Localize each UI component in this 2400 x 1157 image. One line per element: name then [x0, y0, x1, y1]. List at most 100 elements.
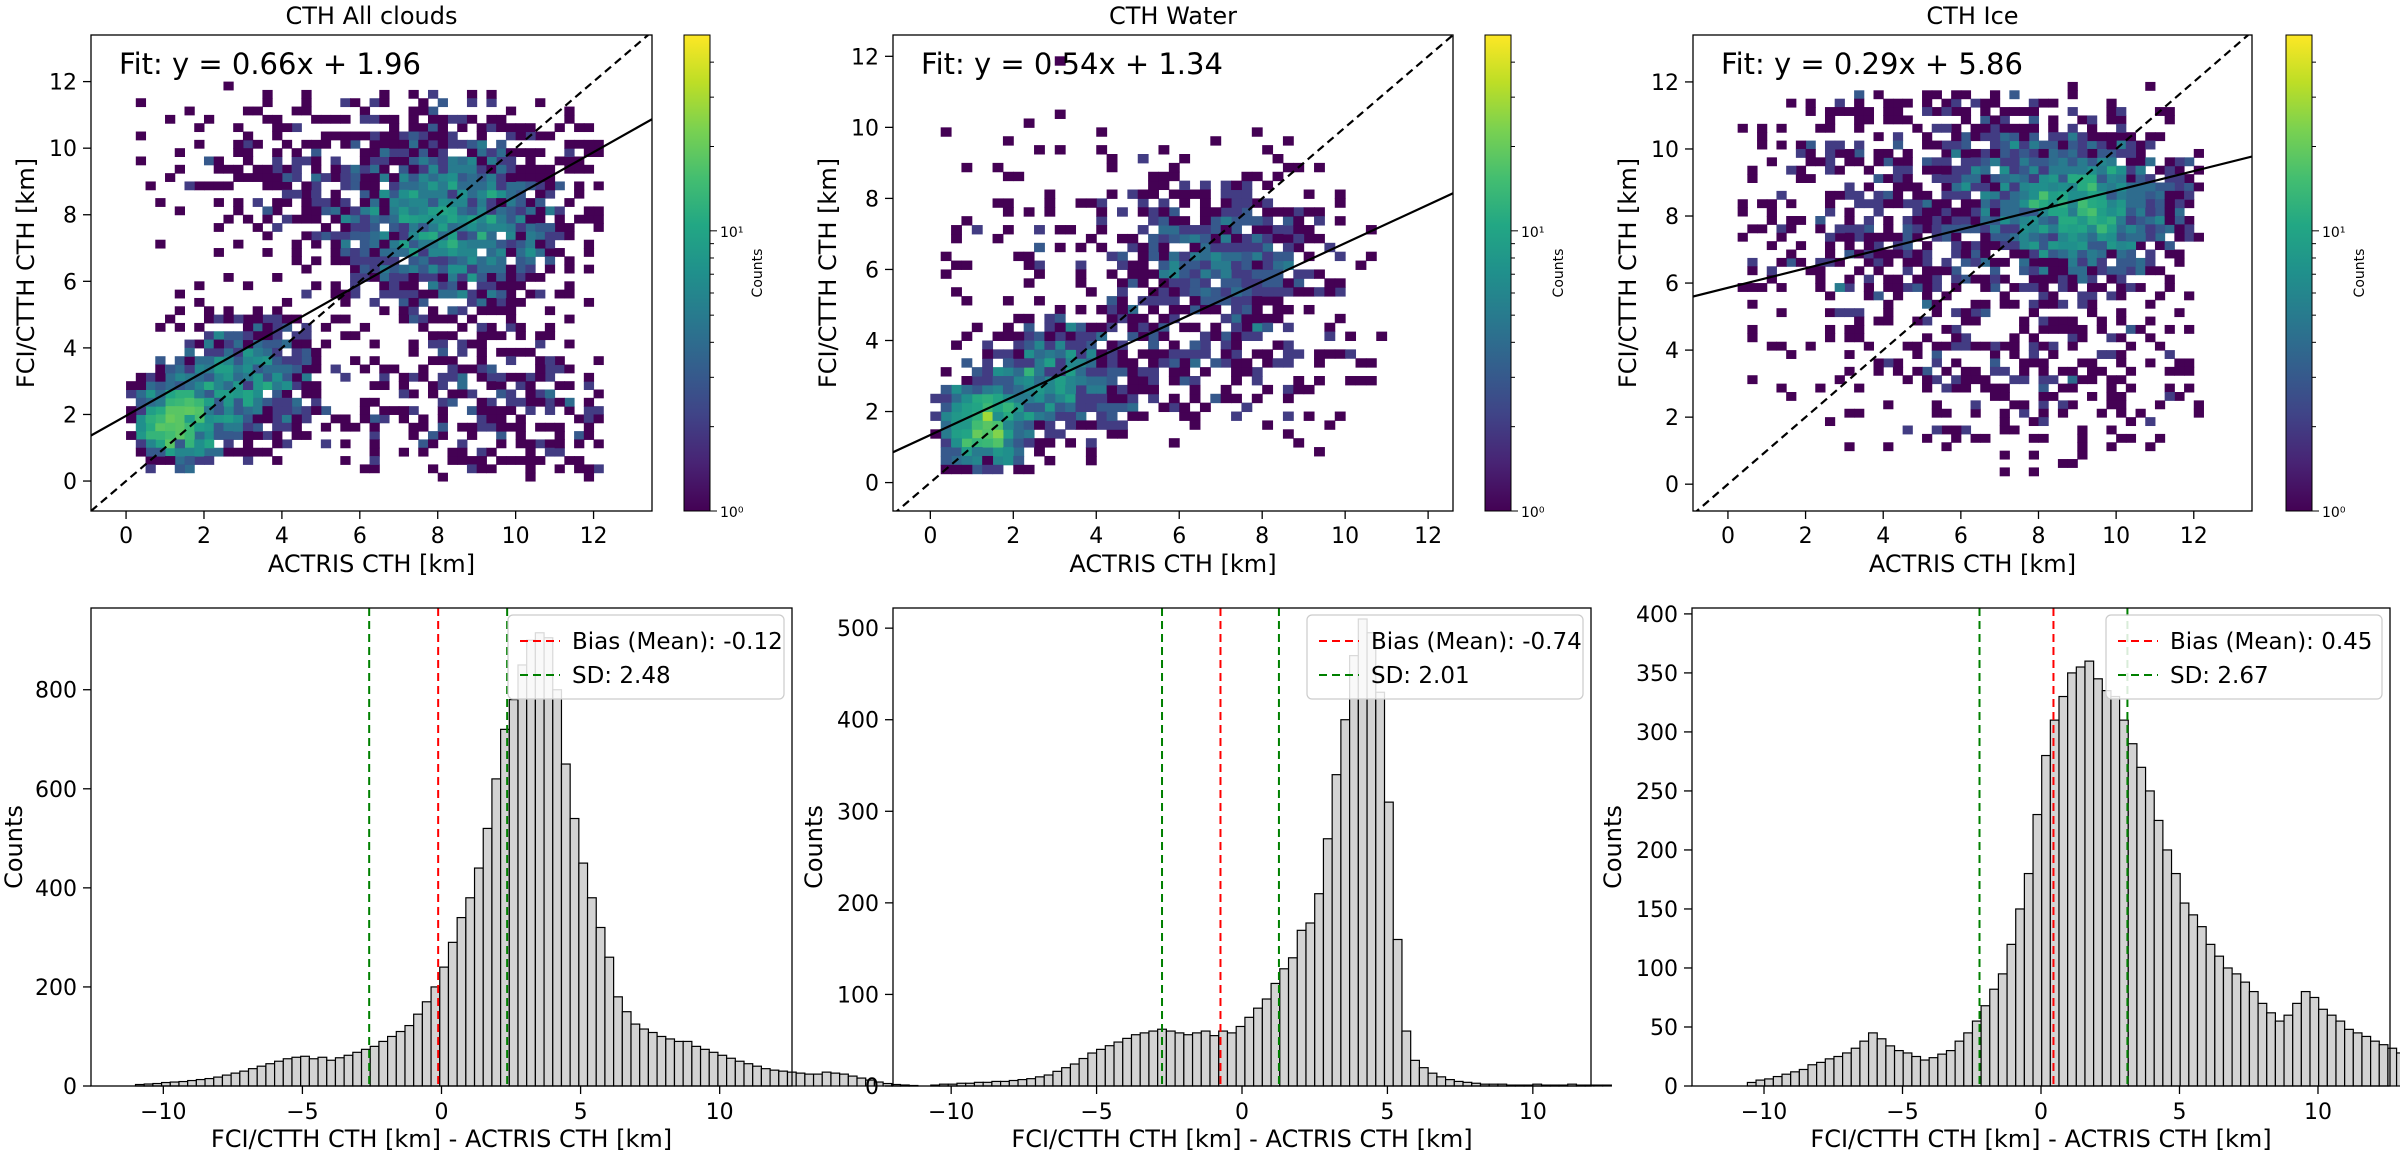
- heatmap-cell: [1148, 367, 1159, 377]
- heatmap-cell: [1863, 283, 1875, 292]
- heatmap-cell: [1023, 464, 1035, 475]
- heatmap-cell: [982, 393, 994, 404]
- heatmap-cell: [281, 314, 293, 324]
- heatmap-cell: [583, 214, 595, 224]
- heatmap-cell: [1922, 107, 1933, 116]
- heatmap-cell: [145, 181, 156, 191]
- heatmap-cell: [437, 273, 448, 282]
- heatmap-cell: [2057, 299, 2069, 309]
- heatmap-cell: [1293, 287, 1305, 297]
- heatmap-cell: [1824, 115, 1836, 125]
- heatmap-cell: [2067, 274, 2078, 284]
- heatmap-cell: [1199, 349, 1211, 359]
- heatmap-cell: [1251, 367, 1263, 377]
- heatmap-cell: [2096, 350, 2107, 359]
- heatmap-cell: [2096, 324, 2107, 334]
- heatmap-cell: [544, 231, 556, 241]
- heatmap-cell: [2154, 216, 2166, 225]
- heatmap-cell: [583, 164, 595, 174]
- histogram-bar: [812, 1073, 823, 1087]
- heatmap-cell: [486, 114, 497, 124]
- heatmap-cell: [1179, 233, 1191, 244]
- heatmap-cell: [1220, 313, 1232, 324]
- heatmap-cell: [2116, 207, 2127, 217]
- heatmap-cell: [1117, 349, 1128, 359]
- heatmap-cell: [1989, 98, 2001, 108]
- heatmap-cell: [213, 389, 224, 399]
- heatmap-cell: [223, 306, 234, 316]
- heatmap-cell: [1179, 349, 1191, 359]
- heatmap-cell: [2087, 249, 2098, 259]
- heatmap-cell: [515, 281, 526, 291]
- heatmap-cell: [982, 447, 994, 457]
- heatmap-cell: [1241, 367, 1253, 377]
- heatmap-cell: [252, 372, 263, 382]
- heatmap-cell: [1334, 411, 1346, 421]
- heatmap-cell: [1980, 224, 1991, 234]
- heatmap-cell: [340, 98, 351, 108]
- heatmap-cell: [2164, 107, 2175, 116]
- heatmap-cell: [165, 414, 176, 424]
- heatmap-cell: [554, 439, 565, 449]
- heatmap-cell: [1262, 278, 1274, 288]
- heatmap-cell: [2125, 216, 2137, 225]
- heatmap-cell: [496, 189, 507, 199]
- heatmap-cell: [359, 397, 371, 407]
- heatmap-cell: [1931, 123, 1942, 133]
- heatmap-cell: [379, 406, 390, 415]
- heatmap-cell: [184, 397, 195, 407]
- heatmap-cell: [1023, 118, 1035, 128]
- heatmap-cell: [1989, 140, 2001, 150]
- heatmap-cell: [1960, 115, 1972, 125]
- heatmap-cell: [2106, 182, 2117, 192]
- heatmap-cell: [389, 148, 400, 157]
- heatmap-cell: [2067, 383, 2078, 393]
- colorbar-title: Counts: [750, 249, 766, 298]
- histogram-bar: [1174, 1032, 1185, 1087]
- heatmap-cell: [1199, 233, 1211, 244]
- heatmap-cell: [982, 411, 994, 421]
- heatmap-cell: [1189, 358, 1201, 368]
- heatmap-cell: [1127, 260, 1139, 270]
- heatmap-cell: [496, 439, 507, 449]
- heatmap-cell: [2087, 190, 2098, 200]
- heatmap-cell: [1303, 269, 1315, 279]
- heatmap-cell: [2009, 107, 2020, 116]
- heatmap-cell: [1854, 148, 1865, 158]
- heatmap-cell: [2116, 190, 2127, 200]
- heatmap-cell: [982, 376, 994, 386]
- heatmap-cell: [2087, 199, 2098, 209]
- heatmap-cell: [1210, 269, 1222, 279]
- heatmap-cell: [223, 214, 234, 224]
- heatmap-cell: [135, 156, 147, 166]
- heatmap-cell: [2019, 375, 2030, 385]
- heatmap-cell: [447, 189, 458, 199]
- heatmap-cell: [330, 281, 341, 291]
- heatmap-cell: [379, 131, 390, 141]
- heatmap-cell: [1931, 224, 1942, 234]
- heatmap-cell: [2048, 174, 2059, 183]
- histogram-bar: [1427, 1072, 1438, 1087]
- heatmap-cell: [515, 322, 526, 332]
- heatmap-cell: [1272, 251, 1284, 262]
- heatmap-cell: [233, 431, 244, 440]
- histogram-bar: [387, 1035, 397, 1087]
- heatmap-cell: [1883, 157, 1894, 167]
- histogram-bar: [1148, 1030, 1159, 1087]
- heatmap-cell: [476, 181, 487, 191]
- heatmap-cell: [223, 181, 234, 191]
- heatmap-cell: [535, 131, 546, 141]
- histogram-bar: [2352, 1032, 2363, 1087]
- heatmap-cell: [496, 248, 507, 257]
- heatmap-cell: [1844, 442, 1855, 452]
- heatmap-cell: [418, 148, 429, 157]
- heatmap-cell: [1210, 233, 1222, 244]
- heatmap-cell: [961, 331, 973, 341]
- heatmap-cell: [408, 89, 419, 99]
- heatmap-cell: [2125, 324, 2137, 334]
- heatmap-cell: [1054, 376, 1066, 386]
- heatmap-cell: [1902, 425, 1913, 435]
- histogram-bar: [639, 1028, 649, 1087]
